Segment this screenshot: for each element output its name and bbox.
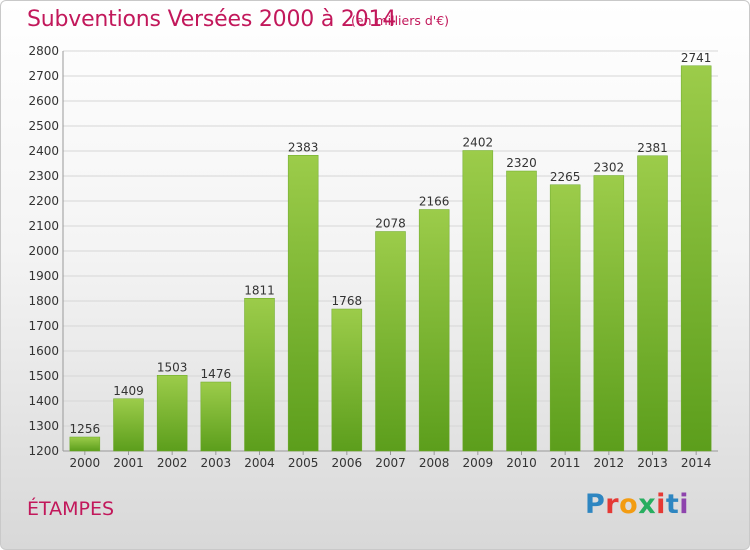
bar-value-label: 1503 [157, 360, 188, 374]
y-tick-label: 2100 [28, 219, 59, 233]
bar [331, 308, 363, 452]
bar-value-label: 1409 [113, 384, 144, 398]
x-tick-label: 2004 [244, 456, 275, 470]
x-tick-label: 2007 [375, 456, 406, 470]
x-tick-label: 2009 [463, 456, 494, 470]
bar [637, 155, 668, 452]
y-tick-label: 1200 [28, 444, 59, 458]
bar [549, 184, 581, 452]
bar [462, 150, 494, 452]
y-tick-label: 2000 [28, 244, 59, 258]
y-tick-label: 1900 [28, 269, 59, 283]
logo-letter: r [605, 489, 620, 520]
data-labels: 1256 1409 1503 1476 1811 2383 1768 2078 2166 2402… [70, 51, 712, 436]
x-tick-label: 2005 [288, 456, 319, 470]
x-tick-label: 2012 [594, 456, 625, 470]
bar [680, 65, 712, 452]
bar-value-label: 2265 [550, 170, 581, 184]
axes: 1200 1300 1400 1500 1600 1700 1800 1900 2000 2100… [28, 44, 718, 470]
logo-letter: i [656, 489, 666, 520]
bar-value-label: 2302 [594, 161, 625, 175]
y-tick-label: 1700 [28, 319, 59, 333]
bar [593, 175, 625, 452]
bars [69, 65, 712, 452]
x-tick-label: 2002 [157, 456, 188, 470]
y-tick-label: 1500 [28, 369, 59, 383]
city-name: ÉTAMPES [27, 498, 115, 520]
bar [156, 375, 188, 452]
x-tick-label: 2006 [332, 456, 363, 470]
y-tick-label: 2200 [28, 194, 59, 208]
bar [506, 170, 537, 452]
bar [287, 155, 319, 452]
y-tick-label: 1400 [28, 394, 59, 408]
x-tick-label: 2000 [70, 456, 101, 470]
y-tick-label: 1600 [28, 344, 59, 358]
chart-subtitle: (en milliers d'€) [351, 13, 450, 28]
logo-letter: i [679, 489, 690, 520]
y-tick-label: 2700 [28, 69, 59, 83]
bar [113, 398, 144, 452]
bar [244, 298, 275, 452]
y-tick-label: 2400 [28, 144, 59, 158]
y-tick-label: 2600 [28, 94, 59, 108]
bar-value-label: 2383 [288, 140, 319, 154]
x-tick-label: 2011 [550, 456, 581, 470]
bar-value-label: 1768 [332, 294, 363, 308]
bar-value-label: 2741 [681, 51, 712, 65]
x-tick-label: 2010 [506, 456, 537, 470]
bar-value-label: 2166 [419, 195, 450, 209]
proxiti-logo: Proxiti [585, 489, 689, 520]
x-tick-label: 2013 [637, 456, 668, 470]
x-tick-label: 2008 [419, 456, 450, 470]
bar-value-label: 2078 [375, 217, 406, 231]
bar [69, 436, 101, 452]
chart-title: Subventions Versées 2000 à 2014 [27, 7, 397, 32]
y-tick-label: 1800 [28, 294, 59, 308]
bar-value-label: 2381 [637, 141, 668, 155]
logo-letter: P [585, 489, 606, 520]
bar [200, 381, 232, 452]
x-tick-label: 2001 [113, 456, 144, 470]
bar-value-label: 1811 [244, 283, 275, 297]
bar [375, 231, 406, 452]
bar-value-label: 2320 [506, 156, 537, 170]
x-tick-label: 2014 [681, 456, 712, 470]
y-tick-label: 2300 [28, 169, 59, 183]
logo-letter: t [665, 489, 680, 520]
bar-value-label: 1476 [201, 367, 232, 381]
bar-value-label: 2402 [463, 136, 494, 150]
bar-value-label: 1256 [70, 422, 101, 436]
logo-letter: x [638, 489, 657, 520]
y-tick-label: 2500 [28, 119, 59, 133]
logo-letter: o [619, 489, 639, 520]
x-tick-label: 2003 [201, 456, 232, 470]
bar [418, 209, 450, 452]
y-tick-label: 2800 [28, 44, 59, 58]
y-tick-label: 1300 [28, 419, 59, 433]
